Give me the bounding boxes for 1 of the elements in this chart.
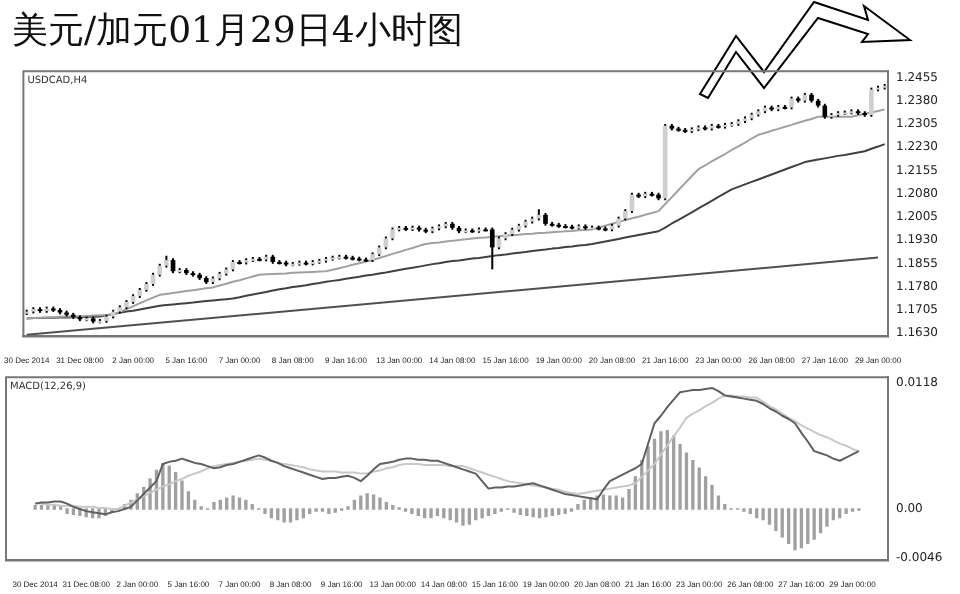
chart-title: 美元/加元01月29日4小时图 <box>12 8 463 54</box>
